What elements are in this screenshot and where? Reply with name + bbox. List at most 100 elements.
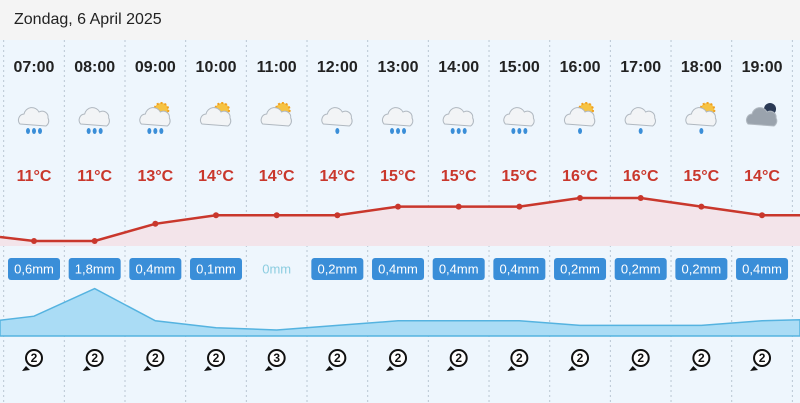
precip-badge	[311, 258, 364, 280]
hour-label: 13:00	[378, 59, 419, 76]
hour-label: 09:00	[135, 59, 176, 76]
raindrop	[578, 128, 583, 134]
raindrop	[402, 128, 407, 134]
precip-badge	[736, 258, 789, 280]
precip-badge	[675, 258, 728, 280]
wind-circle	[449, 349, 468, 367]
wind-circle	[631, 349, 650, 367]
temperature: 15°C	[380, 168, 416, 185]
wind-arrow	[82, 366, 91, 371]
raindrop	[638, 128, 643, 134]
precip-badge	[372, 258, 425, 280]
wind-force: 2	[152, 351, 159, 365]
precip-badge	[68, 258, 121, 280]
temp-point	[213, 212, 220, 219]
temp-point	[395, 203, 402, 210]
cloud	[78, 107, 110, 127]
temperature: 11°C	[77, 168, 112, 185]
wind-circle	[267, 349, 286, 367]
precip-label: 0,4mm	[742, 261, 782, 276]
raindrop	[462, 128, 467, 134]
wind-force: 2	[334, 351, 341, 365]
temp-point	[455, 203, 462, 210]
raindrop	[517, 128, 522, 134]
precip-badge	[432, 258, 485, 280]
precip-badge	[129, 258, 182, 280]
temp-point	[91, 238, 98, 244]
precip-label: 0,2mm	[317, 261, 357, 276]
temperature: 15°C	[441, 168, 477, 185]
temperature: 16°C	[623, 168, 659, 185]
cloud	[746, 107, 778, 127]
temperature: 15°C	[683, 168, 719, 185]
cloud	[685, 107, 717, 127]
precip-label: 0,4mm	[499, 261, 539, 276]
raindrop	[511, 128, 516, 134]
raindrop	[38, 128, 42, 134]
raindrop	[159, 128, 164, 134]
raindrop	[390, 128, 395, 134]
precip-label: 0,6mm	[14, 261, 54, 276]
wind-circle	[328, 349, 347, 367]
hour-label: 08:00	[74, 59, 115, 76]
wind-force: 2	[577, 351, 584, 365]
hour-label: 18:00	[681, 59, 722, 76]
precip-label: 0mm	[262, 261, 291, 276]
weather-icon	[442, 107, 474, 134]
wind-circle	[692, 349, 711, 367]
cloud	[17, 107, 50, 127]
raindrop	[396, 128, 401, 134]
wind-circle	[146, 349, 165, 367]
wind-force: 2	[395, 351, 402, 365]
raindrop	[450, 128, 455, 134]
hour-label: 10:00	[196, 59, 237, 76]
raindrop	[699, 128, 704, 134]
temp-area	[0, 198, 800, 246]
weather-icon	[139, 102, 171, 134]
precip-badge	[614, 258, 667, 280]
cloud	[382, 107, 414, 127]
temp-point	[152, 220, 159, 227]
raindrop	[26, 128, 30, 134]
temp-point	[31, 238, 37, 244]
hour-label: 12:00	[317, 59, 358, 76]
hour-label: 15:00	[499, 59, 540, 76]
wind-force: 2	[213, 351, 220, 365]
precip-label: 0,4mm	[378, 261, 418, 276]
cloud	[503, 107, 535, 127]
cloud	[139, 107, 171, 127]
raindrop	[335, 128, 340, 134]
temperature: 15°C	[501, 168, 537, 185]
temperature: 11°C	[17, 168, 52, 185]
precip-badge	[493, 258, 546, 280]
wind-force: 2	[637, 351, 644, 365]
wind-force: 2	[91, 351, 98, 365]
raindrop	[92, 128, 97, 134]
precip-area	[0, 287, 800, 337]
cloud	[564, 107, 596, 127]
wind-arrow	[204, 366, 213, 371]
precip-label: 0,4mm	[135, 261, 175, 276]
wind-force: 2	[455, 351, 462, 365]
wind-circle	[753, 349, 772, 367]
precip-label: 1,8mm	[75, 261, 115, 276]
weather-icon	[564, 102, 596, 134]
precip-badge	[190, 258, 243, 280]
temperature: 16°C	[562, 168, 598, 185]
wind-arrow	[689, 366, 698, 371]
wind-force: 2	[759, 351, 766, 365]
cloud	[442, 107, 474, 127]
wind-arrow	[750, 366, 759, 371]
wind-arrow	[446, 366, 455, 371]
wind-arrow	[143, 366, 152, 371]
weather-icon	[78, 107, 110, 134]
hour-label: 07:00	[14, 59, 55, 76]
precip-badge	[554, 258, 607, 280]
raindrop	[153, 128, 158, 134]
precip-badge	[8, 258, 60, 280]
wind-arrow	[22, 366, 30, 371]
hour-label: 17:00	[620, 59, 661, 76]
weather-icon	[17, 107, 50, 134]
precip-label: 0,2mm	[560, 261, 600, 276]
